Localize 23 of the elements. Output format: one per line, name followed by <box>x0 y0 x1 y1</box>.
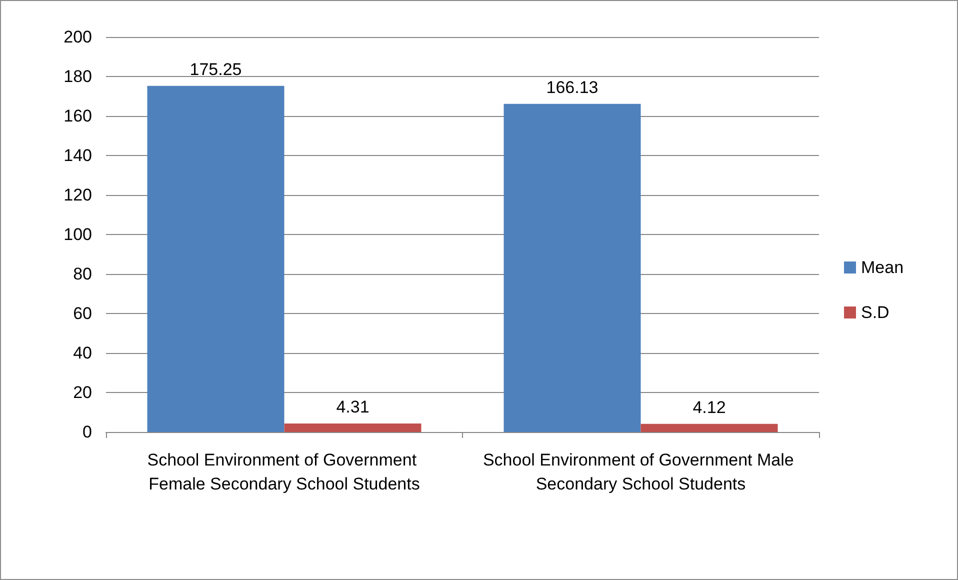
bar <box>147 86 284 432</box>
data-label: 175.25 <box>190 60 242 79</box>
y-tick-label: 120 <box>64 186 92 204</box>
bar <box>284 423 422 432</box>
data-label: 4.31 <box>336 397 370 416</box>
y-tick-label: 160 <box>64 106 92 126</box>
y-tick-label: 200 <box>64 28 92 46</box>
data-label: 4.12 <box>692 398 726 417</box>
y-tick-label: 80 <box>73 264 92 284</box>
x-tick-label: School Environment of Government Male Secondary School Students <box>482 450 799 494</box>
y-tick-label: 0 <box>82 422 92 442</box>
y-tick-label: 60 <box>73 304 92 323</box>
y-tick-label: 20 <box>73 383 92 402</box>
data-label: 166.13 <box>546 78 598 97</box>
y-tick-label: 180 <box>64 67 92 86</box>
legend-label: S.D <box>861 303 890 322</box>
y-tick-label: 100 <box>64 225 92 244</box>
bar <box>640 424 778 432</box>
legend-label: Mean <box>861 258 904 277</box>
y-tick-label: 140 <box>64 146 92 165</box>
bar <box>504 104 641 432</box>
y-tick-label: 40 <box>73 344 92 362</box>
x-tick-label: School Environment of Government Female Secondary School Students <box>147 450 422 494</box>
